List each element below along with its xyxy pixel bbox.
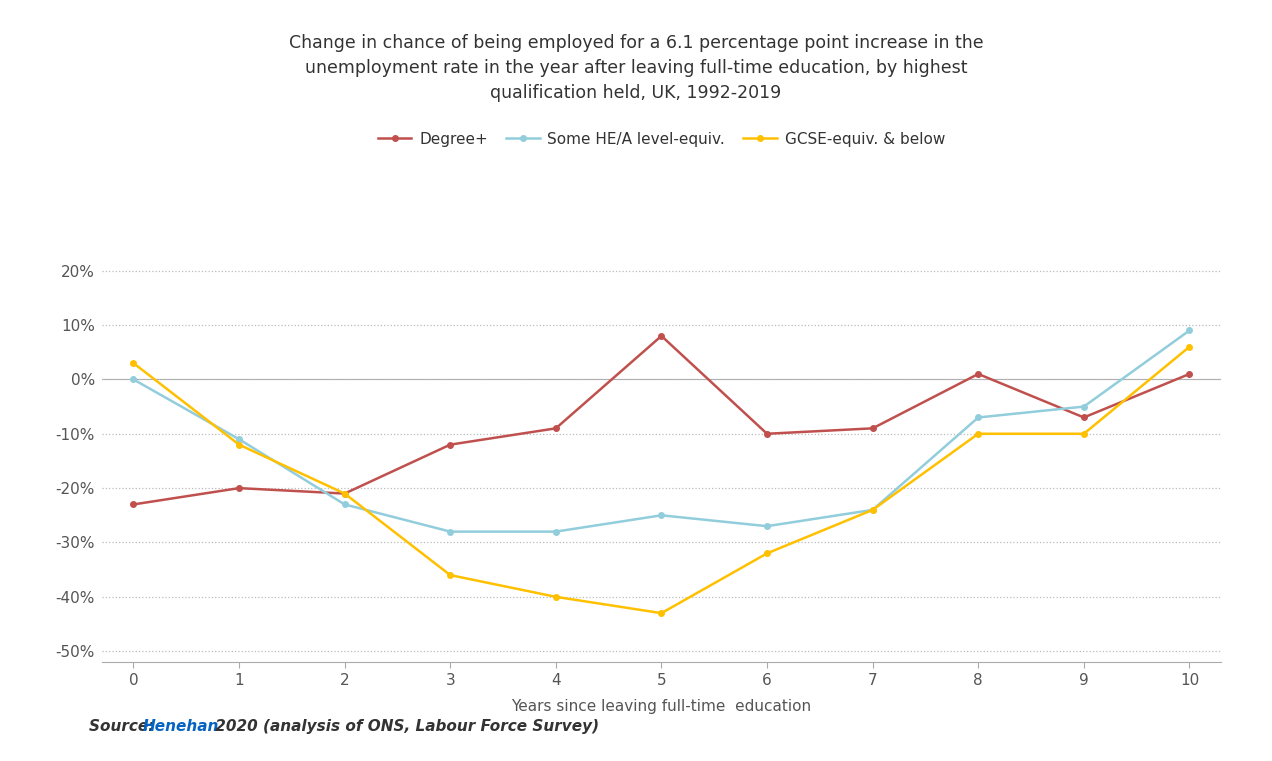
Text: Change in chance of being employed for a 6.1 percentage point increase in the
un: Change in chance of being employed for a… (289, 34, 983, 102)
X-axis label: Years since leaving full-time  education: Years since leaving full-time education (511, 699, 812, 715)
Legend: Degree+, Some HE/A level-equiv., GCSE-equiv. & below: Degree+, Some HE/A level-equiv., GCSE-eq… (371, 126, 951, 153)
Text: Source:: Source: (89, 719, 160, 734)
Text: Henehan: Henehan (142, 719, 219, 734)
Text: 2020 (analysis of ONS, Labour Force Survey): 2020 (analysis of ONS, Labour Force Surv… (210, 719, 599, 734)
